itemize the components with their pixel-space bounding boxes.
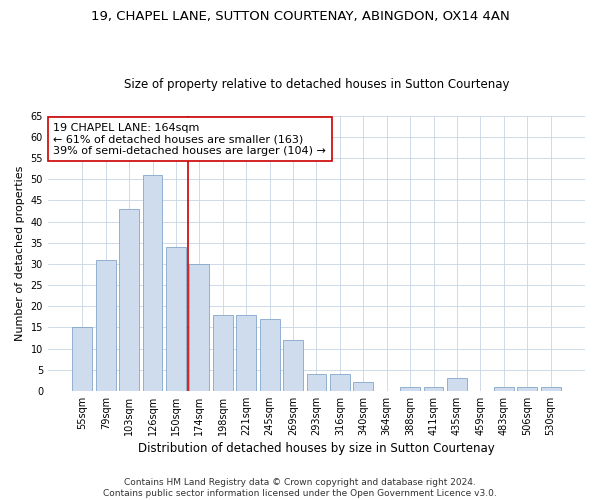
Bar bbox=[119, 209, 139, 391]
Text: 19 CHAPEL LANE: 164sqm
← 61% of detached houses are smaller (163)
39% of semi-de: 19 CHAPEL LANE: 164sqm ← 61% of detached… bbox=[53, 122, 326, 156]
Bar bbox=[260, 319, 280, 391]
Bar bbox=[400, 386, 420, 391]
Bar bbox=[541, 386, 560, 391]
Bar bbox=[73, 328, 92, 391]
Title: Size of property relative to detached houses in Sutton Courtenay: Size of property relative to detached ho… bbox=[124, 78, 509, 91]
Bar bbox=[307, 374, 326, 391]
Bar bbox=[236, 314, 256, 391]
Bar bbox=[517, 386, 537, 391]
Y-axis label: Number of detached properties: Number of detached properties bbox=[15, 166, 25, 341]
Bar bbox=[143, 175, 163, 391]
Bar bbox=[96, 260, 116, 391]
Bar bbox=[353, 382, 373, 391]
Bar bbox=[283, 340, 303, 391]
Bar bbox=[424, 386, 443, 391]
Bar bbox=[166, 247, 186, 391]
Text: 19, CHAPEL LANE, SUTTON COURTENAY, ABINGDON, OX14 4AN: 19, CHAPEL LANE, SUTTON COURTENAY, ABING… bbox=[91, 10, 509, 23]
Bar bbox=[494, 386, 514, 391]
X-axis label: Distribution of detached houses by size in Sutton Courtenay: Distribution of detached houses by size … bbox=[138, 442, 495, 455]
Bar bbox=[447, 378, 467, 391]
Bar bbox=[190, 264, 209, 391]
Bar bbox=[213, 314, 233, 391]
Bar bbox=[330, 374, 350, 391]
Text: Contains HM Land Registry data © Crown copyright and database right 2024.
Contai: Contains HM Land Registry data © Crown c… bbox=[103, 478, 497, 498]
